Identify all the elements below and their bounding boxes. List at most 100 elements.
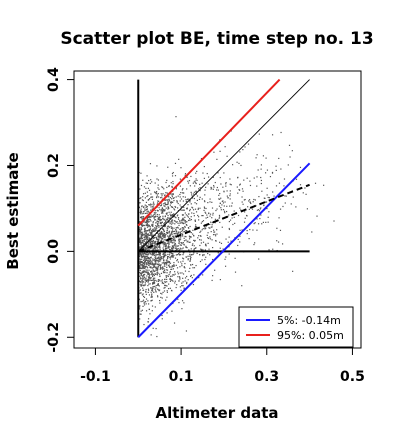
scatter-point: [228, 228, 231, 231]
scatter-point: [150, 230, 153, 232]
scatter-point: [154, 259, 157, 261]
scatter-point: [157, 217, 159, 219]
scatter-point: [178, 236, 180, 238]
scatter-point: [168, 254, 171, 256]
scatter-point: [204, 189, 206, 191]
scatter-point: [166, 227, 168, 229]
scatter-point: [157, 235, 159, 237]
scatter-point: [154, 288, 156, 290]
scatter-point: [154, 257, 156, 259]
scatter-point: [209, 213, 212, 215]
scatter-point: [203, 165, 205, 168]
scatter-point: [139, 239, 141, 241]
scatter-point: [145, 290, 147, 292]
scatter-point: [197, 216, 200, 218]
scatter-point: [139, 268, 141, 270]
scatter-point: [153, 274, 155, 277]
scatter-point: [189, 253, 191, 255]
scatter-point: [140, 284, 142, 286]
scatter-point: [185, 199, 187, 201]
scatter-point: [179, 222, 181, 224]
scatter-point: [189, 258, 192, 260]
scatter-point: [159, 266, 162, 268]
scatter-point: [146, 175, 148, 177]
scatter-point: [189, 257, 191, 260]
scatter-point: [184, 196, 186, 198]
scatter-point: [184, 212, 186, 214]
scatter-point: [176, 230, 178, 232]
scatter-point: [254, 222, 256, 224]
scatter-point: [153, 270, 155, 273]
y-tick-label-0: -0.2: [46, 322, 62, 353]
scatter-point: [177, 298, 179, 300]
scatter-point: [185, 230, 187, 232]
scatter-point: [170, 206, 172, 208]
scatter-point: [153, 280, 155, 282]
scatter-point: [199, 248, 202, 250]
scatter-point: [145, 232, 147, 234]
scatter-point: [174, 282, 176, 284]
scatter-point: [151, 293, 153, 295]
scatter-point: [174, 175, 177, 177]
scatter-point: [143, 248, 145, 250]
scatter-point: [141, 211, 143, 213]
scatter-point: [213, 229, 215, 231]
scatter-point: [159, 234, 161, 237]
scatter-point: [144, 273, 146, 276]
scatter-point: [154, 229, 156, 231]
y-axis-label: Best estimate: [4, 152, 22, 269]
scatter-point: [216, 229, 218, 231]
scatter-point: [216, 233, 218, 235]
scatter-point: [165, 192, 167, 194]
scatter-point: [168, 261, 170, 263]
scatter-point: [209, 236, 211, 238]
scatter-point: [184, 280, 186, 282]
scatter-point: [158, 280, 160, 282]
scatter-point: [154, 257, 157, 260]
scatter-point: [143, 274, 145, 276]
scatter-point: [174, 243, 176, 245]
scatter-point: [141, 245, 143, 247]
scatter-point: [150, 220, 152, 222]
scatter-point: [176, 248, 178, 250]
scatter-point: [158, 214, 160, 216]
scatter-point: [292, 196, 294, 198]
scatter-point: [178, 238, 180, 240]
scatter-point: [170, 233, 172, 236]
scatter-point: [168, 230, 171, 232]
scatter-point: [239, 183, 241, 185]
scatter-point: [185, 200, 188, 202]
scatter-point: [204, 211, 206, 213]
scatter-point: [147, 281, 149, 283]
scatter-point: [141, 206, 143, 208]
scatter-point: [145, 288, 147, 291]
scatter-point: [210, 231, 212, 233]
scatter-point: [154, 240, 157, 243]
scatter-point: [139, 238, 141, 240]
scatter-point: [183, 206, 185, 208]
scatter-point: [164, 234, 166, 236]
scatter-point: [172, 216, 175, 218]
scatter-point: [161, 262, 163, 264]
scatter-point: [167, 208, 169, 210]
scatter-point: [140, 254, 142, 256]
scatter-point: [174, 271, 176, 273]
scatter-point: [172, 268, 175, 270]
scatter-point: [156, 335, 158, 338]
scatter-point: [154, 263, 156, 265]
scatter-point: [218, 217, 220, 219]
scatter-point: [184, 267, 186, 269]
scatter-point: [189, 201, 191, 203]
scatter-point: [266, 187, 268, 189]
scatter-point: [139, 231, 142, 233]
scatter-point: [183, 228, 185, 230]
scatter-point: [150, 259, 152, 262]
x-tick-label-3: 0.5: [340, 369, 365, 385]
scatter-point: [187, 216, 190, 218]
scatter-point: [161, 293, 163, 295]
scatter-point: [181, 227, 183, 229]
scatter-point: [153, 265, 156, 268]
scatter-point: [214, 222, 216, 224]
scatter-point: [189, 210, 191, 212]
scatter-point: [227, 216, 229, 218]
